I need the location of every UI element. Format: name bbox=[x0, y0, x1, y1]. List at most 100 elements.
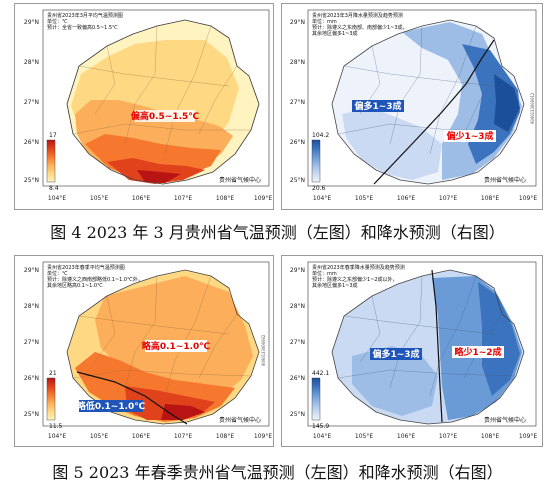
map-header-forecast: 预计：除遵义之东部偏少1~2成以外， bbox=[312, 276, 398, 283]
svg-text:29°N: 29°N bbox=[24, 267, 39, 274]
svg-text:26°N: 26°N bbox=[290, 375, 305, 382]
forecast-divide-line bbox=[431, 269, 443, 423]
lat-axis: 29°N 28°N 27°N 26°N 25°N bbox=[290, 19, 305, 184]
map-header-title: 贵州省2023年3月平均气温预测图 bbox=[47, 12, 123, 19]
svg-text:26°N: 26°N bbox=[290, 139, 305, 146]
color-legend: 442.1 145.9 bbox=[311, 370, 329, 430]
svg-text:25°N: 25°N bbox=[24, 177, 39, 184]
map-header-forecast-2: 其余地区略高0.1~1.0℃ bbox=[47, 282, 103, 289]
svg-text:107°E: 107°E bbox=[174, 433, 192, 440]
map-header-forecast: 预计：全省一致偏高0.5~1.5℃ bbox=[47, 24, 118, 31]
color-legend: 21 11.5 bbox=[46, 370, 63, 430]
figure-caption-5: 图 5 2023 年春季贵州省气温预测（左图）和降水预测（右图） bbox=[52, 463, 503, 482]
anomaly-annotation-more: 偏多1~3成 bbox=[372, 348, 419, 360]
legend-max: 21 bbox=[49, 370, 57, 377]
map-header-unit: 单位：mm bbox=[312, 270, 337, 277]
map-header-unit: 单位：mm bbox=[312, 18, 337, 25]
lon-axis: 104°E 105°E 106°E 107°E 108°E 109°E bbox=[48, 195, 272, 202]
annotation-bg bbox=[452, 346, 504, 358]
svg-text:105°E: 105°E bbox=[355, 195, 373, 202]
svg-text:26°N: 26°N bbox=[24, 375, 39, 382]
map-footer-credit: 贵州省气候中心 bbox=[219, 176, 261, 184]
legend-min: 145.9 bbox=[312, 423, 329, 430]
map-header-forecast: 预计：除遵义之西南部略低0.1~1.0℃外， bbox=[47, 276, 143, 283]
svg-text:108°E: 108°E bbox=[216, 195, 234, 202]
map-header-forecast: 预计：除遵义之东南部、南部偏少1~3成， bbox=[312, 24, 408, 31]
svg-text:25°N: 25°N bbox=[24, 411, 39, 418]
annotation-bg bbox=[444, 130, 496, 142]
svg-text:104°E: 104°E bbox=[313, 433, 331, 440]
annotation-bg bbox=[135, 110, 195, 122]
map-panel-fig5-temperature: 略高0.1~1.0℃ 略低0.1~1.0℃ 贵州省2023年春季平均气温预测图 … bbox=[14, 255, 274, 447]
svg-text:27°N: 27°N bbox=[290, 339, 305, 346]
svg-text:27°N: 27°N bbox=[24, 99, 39, 106]
svg-text:105°E: 105°E bbox=[90, 433, 108, 440]
svg-text:109°E: 109°E bbox=[519, 433, 537, 440]
map-panel-fig4-temperature: 偏高0.5~1.5℃ 贵州省2023年3月平均气温预测图 单位：℃ 预计：全省一… bbox=[14, 3, 274, 210]
province-shape bbox=[66, 19, 260, 185]
annotation-bg bbox=[352, 100, 404, 112]
lat-axis: 29°N 28°N 27°N 26°N 25°N bbox=[24, 19, 39, 184]
svg-text:107°E: 107°E bbox=[439, 195, 457, 202]
forecast-divide-line bbox=[373, 39, 495, 185]
svg-text:106°E: 106°E bbox=[397, 195, 415, 202]
vertical-code: 0000133000012 bbox=[530, 92, 535, 124]
anomaly-annotation-low: 略低0.1~1.0℃ bbox=[77, 400, 145, 412]
temperature-map-svg: 略高0.1~1.0℃ 略低0.1~1.0℃ 贵州省2023年春季平均气温预测图 … bbox=[24, 261, 272, 440]
svg-text:104°E: 104°E bbox=[48, 433, 66, 440]
svg-text:108°E: 108°E bbox=[481, 433, 499, 440]
map-header-unit: 单位：℃ bbox=[47, 18, 68, 25]
svg-text:28°N: 28°N bbox=[290, 303, 305, 310]
legend-min: 20.6 bbox=[312, 185, 326, 192]
legend-max: 17 bbox=[49, 132, 57, 139]
annotation-bg bbox=[79, 400, 143, 412]
svg-text:104°E: 104°E bbox=[313, 195, 331, 202]
svg-text:108°E: 108°E bbox=[481, 195, 499, 202]
anomaly-annotation: 偏高0.5~1.5℃ bbox=[131, 110, 199, 122]
svg-text:28°N: 28°N bbox=[290, 59, 305, 66]
svg-text:108°E: 108°E bbox=[216, 433, 234, 440]
figure-caption-4: 图 4 2023 年 3 月贵州省气温预测（左图）和降水预测（右图） bbox=[50, 223, 505, 242]
svg-text:109°E: 109°E bbox=[254, 195, 272, 202]
annotation-bg bbox=[145, 340, 207, 352]
svg-text:28°N: 28°N bbox=[24, 59, 39, 66]
svg-text:27°N: 27°N bbox=[290, 99, 305, 106]
anomaly-annotation-more: 偏多1~3成 bbox=[354, 100, 401, 112]
svg-text:105°E: 105°E bbox=[355, 433, 373, 440]
svg-text:29°N: 29°N bbox=[290, 19, 305, 26]
map-header-title: 贵州省2023年春季降水量预测及趋势预测 bbox=[312, 264, 405, 271]
svg-text:106°E: 106°E bbox=[132, 195, 150, 202]
svg-text:106°E: 106°E bbox=[397, 433, 415, 440]
vertical-code: 0000133000002 bbox=[261, 334, 266, 366]
map-header-title: 贵州省2023年春季平均气温预测图 bbox=[47, 264, 125, 271]
svg-text:27°N: 27°N bbox=[24, 339, 39, 346]
anomaly-annotation-less: 略少1~2成 bbox=[454, 346, 501, 358]
svg-text:29°N: 29°N bbox=[24, 19, 39, 26]
lon-axis: 104°E 105°E 106°E 107°E 108°E 109°E bbox=[313, 195, 537, 202]
legend-min: 11.5 bbox=[49, 423, 63, 430]
forecast-divide-line bbox=[76, 371, 188, 425]
color-legend: 104.2 20.6 bbox=[311, 132, 329, 192]
map-footer-credit: 贵州省气候中心 bbox=[484, 176, 526, 184]
map-panel-fig5-precipitation: 偏多1~3成 略少1~2成 贵州省2023年春季降水量预测及趋势预测 单位：mm… bbox=[281, 255, 543, 447]
lon-axis: 104°E 105°E 106°E 107°E 108°E 109°E bbox=[313, 433, 537, 440]
temperature-map-svg: 偏高0.5~1.5℃ 贵州省2023年3月平均气温预测图 单位：℃ 预计：全省一… bbox=[24, 9, 272, 202]
map-panel-fig4-precipitation: 偏多1~3成 偏少1~3成 贵州省2023年3月降水量预测及趋势预测 单位：mm… bbox=[281, 3, 543, 210]
legend-min: 8.4 bbox=[49, 185, 59, 192]
svg-text:107°E: 107°E bbox=[439, 433, 457, 440]
map-header-forecast-2: 其余地区偏多1~3成 bbox=[312, 30, 358, 37]
map-footer-credit: 贵州省气候中心 bbox=[484, 416, 526, 424]
lon-axis: 104°E 105°E 106°E 107°E 108°E 109°E bbox=[48, 433, 272, 440]
svg-text:29°N: 29°N bbox=[290, 267, 305, 274]
svg-text:109°E: 109°E bbox=[254, 433, 272, 440]
anomaly-annotation-less: 偏少1~3成 bbox=[446, 130, 493, 142]
map-header-unit: 单位：℃ bbox=[47, 270, 68, 277]
lat-axis: 29°N 28°N 27°N 26°N 25°N bbox=[290, 267, 305, 418]
legend-max: 442.1 bbox=[312, 370, 329, 377]
svg-text:25°N: 25°N bbox=[290, 177, 305, 184]
color-legend: 17 8.4 bbox=[46, 132, 59, 192]
svg-text:104°E: 104°E bbox=[48, 195, 66, 202]
svg-text:25°N: 25°N bbox=[290, 411, 305, 418]
map-header-forecast-2: 其余地区偏多1~3成 bbox=[312, 282, 358, 289]
precipitation-map-svg: 偏多1~3成 偏少1~3成 贵州省2023年3月降水量预测及趋势预测 单位：mm… bbox=[290, 9, 537, 202]
